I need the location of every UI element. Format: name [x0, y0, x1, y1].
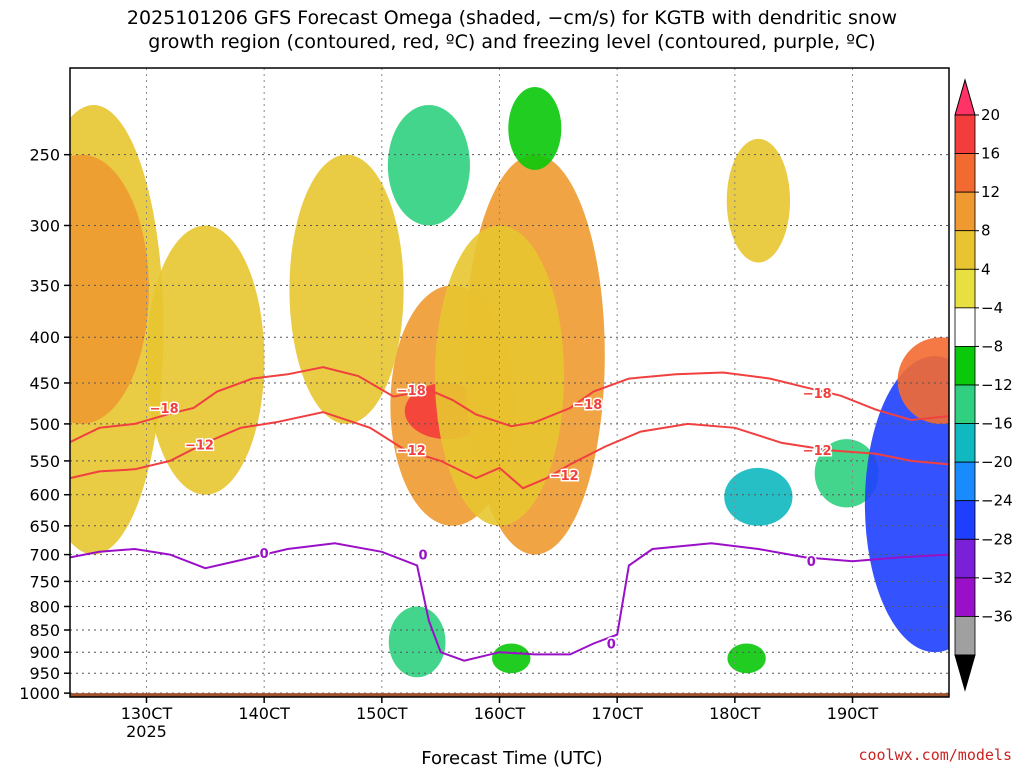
y-tick-label: 750 — [29, 572, 60, 591]
omega-region-17 — [864, 356, 949, 653]
omega-region-14 — [724, 467, 793, 526]
colorbar-box — [954, 384, 976, 424]
colorbar-box — [954, 307, 976, 347]
omega-region-2 — [70, 154, 149, 424]
colorbar-box — [954, 616, 976, 656]
colorbar-label: 16 — [981, 145, 1000, 163]
contour-label: −18 — [397, 384, 426, 399]
contour-label: −18 — [573, 398, 602, 413]
y-tick-label: 450 — [29, 374, 60, 393]
colorbar-label: −36 — [981, 607, 1013, 625]
contour-labels: −18 −18 −18 −18 −12 −12 −12 −12 0 0 0 0 — [148, 382, 833, 654]
colorbar-box — [954, 500, 976, 540]
contour-lines — [70, 366, 949, 662]
colorbar-box — [954, 461, 976, 502]
y-tick-label: 400 — [29, 328, 60, 347]
y-axis: 250 300 350 400 450 500 550 600 650 700 750 800 850 9… — [19, 146, 70, 703]
colorbar-label: −16 — [981, 415, 1013, 433]
colorbar-label: −4 — [981, 299, 1003, 317]
colorbar-box — [954, 423, 976, 463]
y-tick-label: 600 — [29, 486, 60, 505]
contour-label: 0 — [260, 547, 269, 562]
colorbar-box — [954, 346, 976, 386]
y-tick-label: 350 — [29, 276, 60, 295]
contour-label: −18 — [803, 387, 832, 402]
contour-line-3 — [70, 542, 949, 662]
colorbar-label: −8 — [981, 337, 1003, 355]
omega-region-3 — [146, 225, 265, 495]
colorbar-label: 8 — [981, 222, 991, 240]
colorbar-box — [954, 538, 976, 579]
x-year-label: 2025 — [126, 722, 167, 741]
contour-line-1 — [70, 366, 949, 443]
omega-region-12 — [388, 606, 446, 678]
x-tick-label: 190CT — [827, 704, 879, 723]
credit-text: coolwx.com/models — [858, 746, 1012, 764]
colorbar-label: −12 — [981, 376, 1013, 394]
contour-label: −18 — [150, 402, 179, 417]
colorbar: 20 16 12 8 4 −4 −8 −12 −16 −20 −24 −28 −32 −36 — [954, 78, 1013, 692]
contour-label: −12 — [550, 469, 579, 484]
omega-region-10 — [387, 105, 470, 226]
y-tick-label: 1000 — [19, 684, 60, 703]
colorbar-label: −32 — [981, 569, 1013, 587]
y-tick-label: 900 — [29, 643, 60, 662]
omega-region-15 — [727, 643, 766, 674]
colorbar-label: 4 — [981, 260, 991, 278]
colorbar-top-triangle — [954, 78, 976, 116]
colorbar-box — [954, 577, 976, 617]
chart-title-line1: 2025101206 GFS Forecast Omega (shaded, −… — [126, 7, 898, 29]
colorbar-label: 12 — [981, 183, 1000, 201]
x-tick-label: 160CT — [474, 704, 526, 723]
y-tick-label: 800 — [29, 597, 60, 616]
colorbar-label: 20 — [981, 106, 1000, 124]
y-tick-label: 550 — [29, 452, 60, 471]
contour-line-2 — [70, 411, 949, 490]
y-tick-label: 500 — [29, 415, 60, 434]
colorbar-box — [954, 268, 976, 309]
colorbar-box — [954, 114, 976, 154]
colorbar-label: −24 — [981, 492, 1013, 510]
y-tick-label: 950 — [29, 664, 60, 683]
x-tick-label: 170CT — [591, 704, 643, 723]
x-axis-label: Forecast Time (UTC) — [421, 748, 602, 768]
contour-label: −12 — [185, 438, 214, 453]
colorbar-label: −20 — [981, 453, 1013, 471]
colorbar-label: −28 — [981, 530, 1013, 548]
colorbar-bottom-triangle — [954, 654, 976, 692]
ground-fill — [70, 693, 949, 697]
contour-label: 0 — [418, 549, 427, 564]
x-tick-label: 130CT — [121, 704, 173, 723]
colorbar-box — [954, 153, 976, 193]
omega-region-13 — [492, 643, 531, 674]
colorbar-box — [954, 191, 976, 232]
chart-title-line2: growth region (contoured, red, ºC) and f… — [148, 31, 876, 53]
omega-region-16 — [814, 439, 879, 508]
x-tick-label: 140CT — [238, 704, 290, 723]
x-tick-label: 150CT — [356, 704, 408, 723]
omega-region-11 — [508, 86, 562, 170]
y-tick-label: 650 — [29, 517, 60, 536]
contour-label: 0 — [607, 637, 616, 652]
omega-region-18 — [897, 337, 949, 424]
omega-shading — [70, 86, 949, 678]
y-tick-label: 850 — [29, 621, 60, 640]
x-axis: 130CT 140CT 150CT 160CT 170CT 180CT 190CT 2025 — [121, 697, 879, 741]
contour-label: 0 — [807, 555, 816, 570]
y-tick-label: 250 — [29, 146, 60, 165]
omega-region-4 — [289, 154, 404, 424]
y-tick-label: 300 — [29, 216, 60, 235]
contour-label: −12 — [803, 444, 832, 459]
omega-region-9 — [726, 138, 791, 263]
x-tick-label: 180CT — [709, 704, 761, 723]
y-tick-label: 700 — [29, 546, 60, 565]
colorbar-box — [954, 230, 976, 270]
contour-label: −12 — [397, 444, 426, 459]
